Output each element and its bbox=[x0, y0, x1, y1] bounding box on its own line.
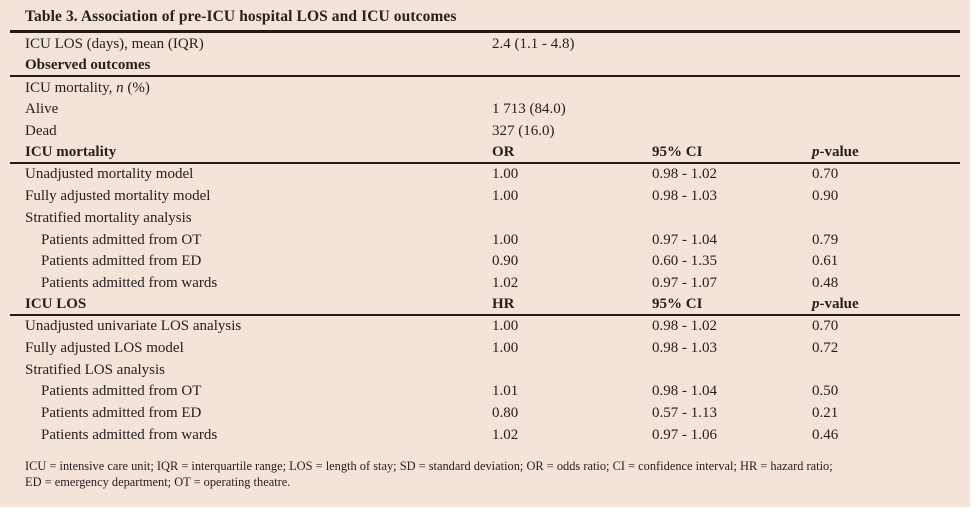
table-row-14: Fully adjusted LOS model 1.00 0.98 - 1.03 0… bbox=[10, 338, 960, 360]
col-ci: 0.98 - 1.02 bbox=[652, 166, 717, 183]
col-estimate: 1.00 bbox=[492, 188, 519, 205]
table-row-17: Patients admitted from ED 0.80 0.57 - 1.13… bbox=[10, 403, 960, 425]
col-estimate: 1.02 bbox=[492, 274, 519, 291]
row-label: Unadjusted univariate LOS analysis bbox=[25, 318, 242, 335]
row-label: ICU LOS (days), mean (IQR) bbox=[25, 36, 204, 53]
table-row-4: Dead 327 (16.0) bbox=[10, 121, 960, 143]
col-estimate: 1.00 bbox=[492, 318, 519, 335]
col-estimate: 1.00 bbox=[492, 339, 519, 356]
row-label: Fully adjusted LOS model bbox=[25, 339, 184, 356]
col-estimate: 1.02 bbox=[492, 426, 519, 443]
col-pvalue: p-value bbox=[812, 143, 859, 160]
col-ci: 0.98 - 1.03 bbox=[652, 188, 717, 205]
col-pvalue: p-value bbox=[812, 295, 859, 312]
col-estimate: 1.00 bbox=[492, 166, 519, 183]
paper-table-panel: Table 3. Association of pre-ICU hospital… bbox=[0, 0, 970, 507]
col-estimate: 0.90 bbox=[492, 253, 519, 270]
col-estimate: 1 713 (84.0) bbox=[492, 101, 566, 118]
col-pvalue: 0.79 bbox=[812, 231, 839, 248]
col-ci: 0.60 - 1.35 bbox=[652, 253, 717, 270]
row-label: Patients admitted from ED bbox=[41, 405, 202, 422]
table-row-16: Patients admitted from OT 1.01 0.98 - 1.04… bbox=[10, 381, 960, 403]
col-estimate: OR bbox=[492, 143, 515, 160]
table-row-10: Patients admitted from ED 0.90 0.60 - 1.35… bbox=[10, 251, 960, 273]
row-label: Dead bbox=[25, 123, 57, 140]
col-estimate: 327 (16.0) bbox=[492, 123, 555, 140]
col-estimate: 0.80 bbox=[492, 405, 519, 422]
col-pvalue: 0.46 bbox=[812, 426, 839, 443]
table-row-6: Unadjusted mortality model 1.00 0.98 - 1.0… bbox=[10, 164, 960, 186]
table-row-13: Unadjusted univariate LOS analysis 1.00 0.… bbox=[10, 316, 960, 338]
table-footnote: ICU = intensive care unit; IQR = interqu… bbox=[10, 446, 960, 490]
col-ci: 0.98 - 1.02 bbox=[652, 318, 717, 335]
table-row-7: Fully adjusted mortality model 1.00 0.98 -… bbox=[10, 186, 960, 208]
col-pvalue: 0.90 bbox=[812, 188, 839, 205]
row-label: Alive bbox=[25, 101, 59, 118]
table-row-12: ICU LOS HR 95% CI p-value bbox=[10, 294, 960, 316]
table-row-18: Patients admitted from wards 1.02 0.97 - 1… bbox=[10, 424, 960, 446]
col-estimate: HR bbox=[492, 295, 515, 312]
footnote-line-2: ED = emergency department; OT = operatin… bbox=[25, 474, 291, 489]
row-label: Patients admitted from wards bbox=[41, 426, 218, 443]
footnote-line-1: ICU = intensive care unit; IQR = interqu… bbox=[25, 459, 833, 474]
col-pvalue: 0.48 bbox=[812, 274, 839, 291]
table-row-11: Patients admitted from wards 1.02 0.97 - 1… bbox=[10, 273, 960, 295]
table-body: ICU LOS (days), mean (IQR) 2.4 (1.1 - 4.8… bbox=[10, 33, 960, 446]
col-ci: 0.98 - 1.03 bbox=[652, 339, 717, 356]
col-pvalue: 0.72 bbox=[812, 339, 839, 356]
row-label: Fully adjusted mortality model bbox=[25, 188, 211, 205]
row-label: Patients admitted from ED bbox=[41, 253, 202, 270]
col-estimate: 1.01 bbox=[492, 383, 519, 400]
col-pvalue: 0.21 bbox=[812, 405, 839, 422]
col-ci: 95% CI bbox=[652, 295, 703, 312]
table-row-2: ICU mortality, n (%) bbox=[10, 77, 960, 99]
row-label: Stratified LOS analysis bbox=[25, 361, 165, 378]
table-row-3: Alive 1 713 (84.0) bbox=[10, 99, 960, 121]
row-label: Patients admitted from OT bbox=[41, 231, 202, 248]
col-pvalue: 0.50 bbox=[812, 383, 839, 400]
col-pvalue: 0.61 bbox=[812, 253, 839, 270]
row-label: Patients admitted from OT bbox=[41, 383, 202, 400]
col-ci: 0.57 - 1.13 bbox=[652, 405, 717, 422]
table-row-5: ICU mortality OR 95% CI p-value bbox=[10, 142, 960, 165]
col-pvalue: 0.70 bbox=[812, 318, 839, 335]
col-ci: 0.97 - 1.06 bbox=[652, 426, 717, 443]
table-row-9: Patients admitted from OT 1.00 0.97 - 1.04… bbox=[10, 229, 960, 251]
col-ci: 0.98 - 1.04 bbox=[652, 383, 717, 400]
table-title: Table 3. Association of pre-ICU hospital… bbox=[10, 0, 960, 33]
table-row-8: Stratified mortality analysis bbox=[10, 208, 960, 230]
table-row-1: Observed outcomes bbox=[10, 56, 960, 78]
col-estimate: 2.4 (1.1 - 4.8) bbox=[492, 36, 575, 53]
row-label: Patients admitted from wards bbox=[41, 274, 218, 291]
col-estimate: 1.00 bbox=[492, 231, 519, 248]
row-label: Stratified mortality analysis bbox=[25, 209, 192, 226]
col-ci: 0.97 - 1.04 bbox=[652, 231, 717, 248]
row-label: Unadjusted mortality model bbox=[25, 166, 194, 183]
col-ci: 0.97 - 1.07 bbox=[652, 274, 717, 291]
col-ci: 95% CI bbox=[652, 143, 703, 160]
table-inner: Table 3. Association of pre-ICU hospital… bbox=[10, 0, 960, 490]
row-label: ICU mortality, n (%) bbox=[25, 79, 150, 96]
col-pvalue: 0.70 bbox=[812, 166, 839, 183]
row-label: Observed outcomes bbox=[25, 57, 151, 74]
row-label: ICU LOS bbox=[25, 295, 87, 312]
table-row-15: Stratified LOS analysis bbox=[10, 359, 960, 381]
table-row-0: ICU LOS (days), mean (IQR) 2.4 (1.1 - 4.8… bbox=[10, 34, 960, 56]
row-label: ICU mortality bbox=[25, 143, 117, 160]
